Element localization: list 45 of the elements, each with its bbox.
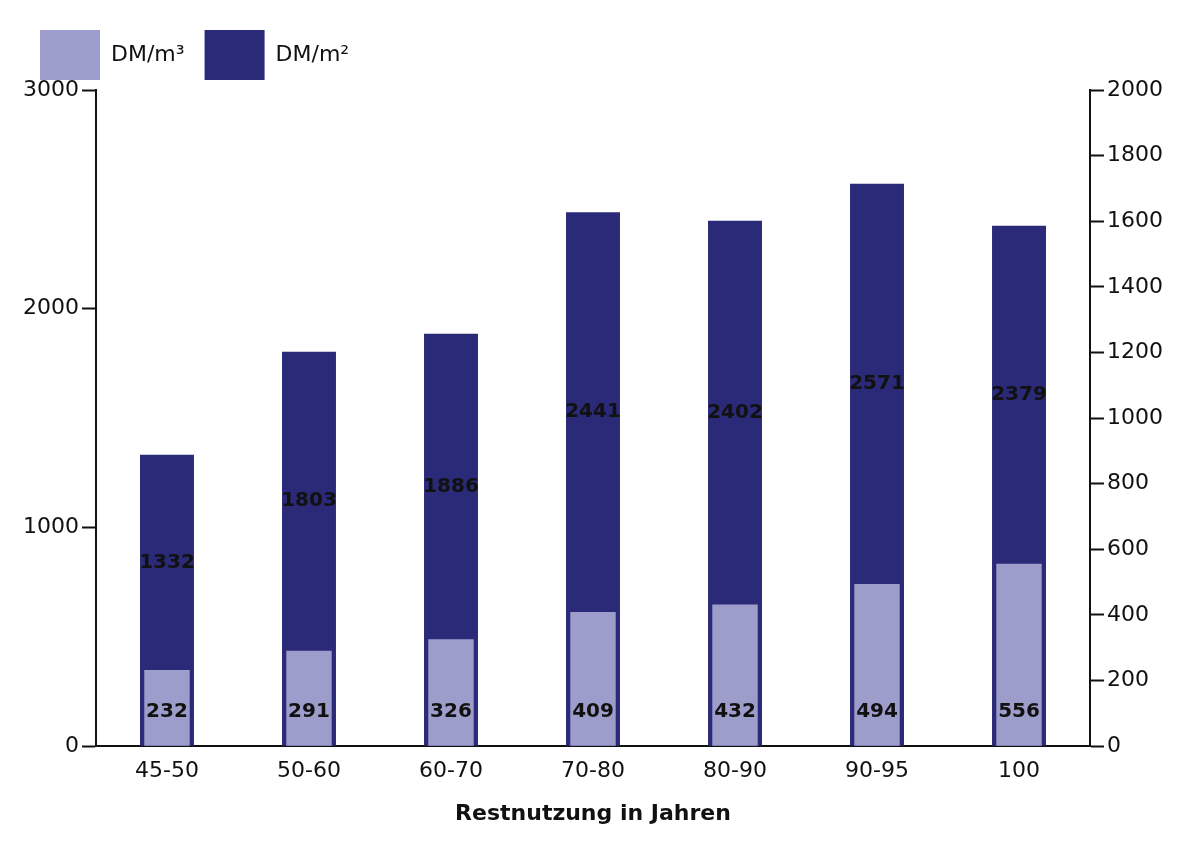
data-label: 1332: [139, 548, 195, 573]
y2-tick-label: 2000: [1107, 75, 1164, 101]
data-label: 2402: [707, 398, 763, 423]
bar: [286, 650, 332, 746]
bar: [570, 612, 616, 746]
data-label: 409: [572, 697, 614, 722]
bar: [144, 670, 190, 746]
data-label: 556: [998, 697, 1040, 722]
y2-tick-label: 1400: [1107, 272, 1164, 298]
x-tick-label: 50-60: [277, 757, 341, 783]
y2-tick-label: 600: [1107, 535, 1150, 561]
x-tick-label: 70-80: [561, 757, 625, 783]
y2-tick-label: 1200: [1107, 338, 1164, 364]
bar: [712, 604, 758, 746]
y2-tick-label: 200: [1107, 666, 1150, 692]
y-tick-label: 0: [64, 731, 79, 757]
x-tick-label: 45-50: [135, 757, 199, 783]
y2-tick-label: 1800: [1107, 141, 1164, 167]
data-label: 291: [288, 697, 330, 722]
y2-tick-label: 800: [1107, 469, 1150, 495]
bar: [428, 639, 474, 746]
data-label: 326: [430, 697, 472, 722]
x-tick-label: 60-70: [419, 757, 483, 783]
data-label: 432: [714, 697, 756, 722]
x-tick-label: 80-90: [703, 757, 767, 783]
legend-label: DM/m²: [275, 40, 350, 66]
data-label: 2571: [849, 370, 905, 395]
data-label: 2379: [991, 381, 1047, 406]
bar: [854, 584, 900, 746]
y-tick-label: 3000: [22, 75, 79, 101]
y2-tick-label: 1000: [1107, 403, 1164, 429]
y-tick-label: 2000: [22, 294, 79, 320]
data-label: 1803: [281, 487, 337, 512]
legend-label: DM/m³: [111, 40, 185, 66]
data-label: 1886: [423, 472, 479, 497]
x-tick-label: 90-95: [845, 757, 909, 783]
y2-tick-label: 400: [1107, 600, 1150, 626]
x-axis-title: Restnutzung in Jahren: [455, 799, 731, 825]
y-tick-label: 1000: [22, 513, 79, 539]
y2-tick-label: 1600: [1107, 206, 1164, 232]
data-label: 232: [146, 697, 188, 722]
data-label: 2441: [565, 398, 621, 423]
y2-tick-label: 0: [1107, 731, 1122, 757]
data-label: 494: [856, 697, 898, 722]
x-tick-label: 100: [998, 757, 1041, 783]
